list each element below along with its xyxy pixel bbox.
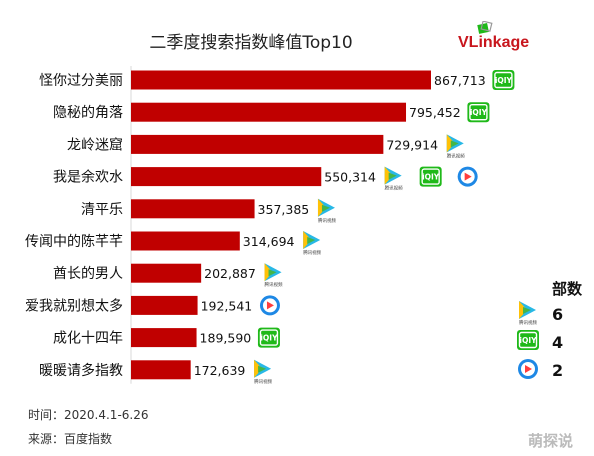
- svg-text:iQIY: iQIY: [470, 108, 488, 117]
- legend-count-youku: 2: [552, 361, 564, 380]
- platform-tencent-icon: 腾讯视频: [264, 263, 283, 288]
- bar: [131, 295, 198, 315]
- bar: [131, 70, 431, 90]
- legend-iqiyi-icon: iQIY: [517, 330, 539, 350]
- platform-iqiyi-icon: iQIY: [419, 166, 442, 187]
- bar: [131, 231, 240, 251]
- data-label: 795,452: [409, 105, 461, 120]
- chart-title: 二季度搜索指数峰值Top10: [149, 33, 353, 53]
- bar: [131, 360, 191, 380]
- svg-text:腾讯视频: 腾讯视频: [265, 281, 283, 288]
- data-label: 172,639: [194, 363, 246, 378]
- svg-text:iQIY: iQIY: [519, 336, 537, 345]
- category-label: 暖暖请多指教: [39, 362, 123, 379]
- svg-text:腾讯视频: 腾讯视频: [254, 378, 272, 385]
- svg-text:腾讯视频: 腾讯视频: [447, 152, 465, 159]
- category-label: 怪你过分美丽: [39, 73, 123, 89]
- svg-text:iQIY: iQIY: [422, 173, 440, 182]
- svg-text:腾讯视频: 腾讯视频: [519, 319, 537, 326]
- legend-count-tencent: 6: [552, 305, 564, 324]
- svg-text:iQIY: iQIY: [495, 76, 513, 85]
- platform-tencent-icon: 腾讯视频: [446, 134, 465, 159]
- category-label: 成化十四年: [53, 331, 123, 347]
- data-label: 189,590: [200, 331, 252, 346]
- category-label: 爱我就别想太多: [25, 297, 123, 314]
- bar: [131, 328, 197, 348]
- footer-source: 来源：百度指数: [28, 432, 113, 446]
- svg-text:腾讯视频: 腾讯视频: [385, 185, 403, 192]
- platform-tencent-icon: 腾讯视频: [303, 231, 322, 256]
- bar: [131, 199, 255, 219]
- bar: [131, 102, 407, 122]
- brand-logo-icon: [477, 21, 493, 34]
- category-label: 我是余欢水: [53, 169, 123, 186]
- category-label: 酋长的男人: [53, 265, 123, 282]
- category-label: 隐秘的角落: [53, 105, 123, 121]
- platform-youku-icon: [457, 166, 478, 187]
- legend-title: 部数: [552, 280, 583, 298]
- platform-tencent-icon: 腾讯视频: [317, 198, 336, 224]
- category-label: 龙岭迷窟: [67, 136, 123, 153]
- legend-tencent-icon: 腾讯视频: [519, 301, 537, 326]
- bar: [131, 263, 202, 283]
- platform-iqiyi-icon: iQIY: [257, 327, 280, 348]
- svg-text:腾讯视频: 腾讯视频: [303, 249, 321, 256]
- data-label: 550,314: [324, 170, 376, 185]
- svg-text:腾讯视频: 腾讯视频: [318, 217, 336, 224]
- watermark: 萌探说: [528, 432, 574, 450]
- footer-time: 时间：2020.4.1-6.26: [28, 408, 149, 422]
- bar: [131, 134, 384, 154]
- platform-youku-icon: [259, 295, 280, 316]
- data-label: 314,694: [243, 234, 295, 249]
- data-label: 729,914: [386, 137, 438, 152]
- svg-text:iQIY: iQIY: [260, 334, 278, 343]
- platform-tencent-icon: 腾讯视频: [254, 359, 273, 385]
- legend-count-iqiyi: 4: [552, 333, 564, 352]
- platform-iqiyi-icon: iQIY: [492, 70, 515, 90]
- category-label: 传闻中的陈芊芊: [25, 233, 123, 250]
- data-label: 867,713: [434, 73, 486, 88]
- bar: [131, 167, 322, 187]
- data-label: 192,541: [201, 298, 253, 313]
- platform-tencent-icon: 腾讯视频: [384, 166, 403, 192]
- brand-logo: VLinkage: [458, 34, 530, 51]
- data-label: 202,887: [204, 266, 256, 281]
- platform-iqiyi-icon: iQIY: [467, 102, 490, 123]
- data-label: 357,385: [258, 202, 310, 217]
- legend-youku-icon: [518, 359, 538, 379]
- category-label: 清平乐: [81, 202, 123, 218]
